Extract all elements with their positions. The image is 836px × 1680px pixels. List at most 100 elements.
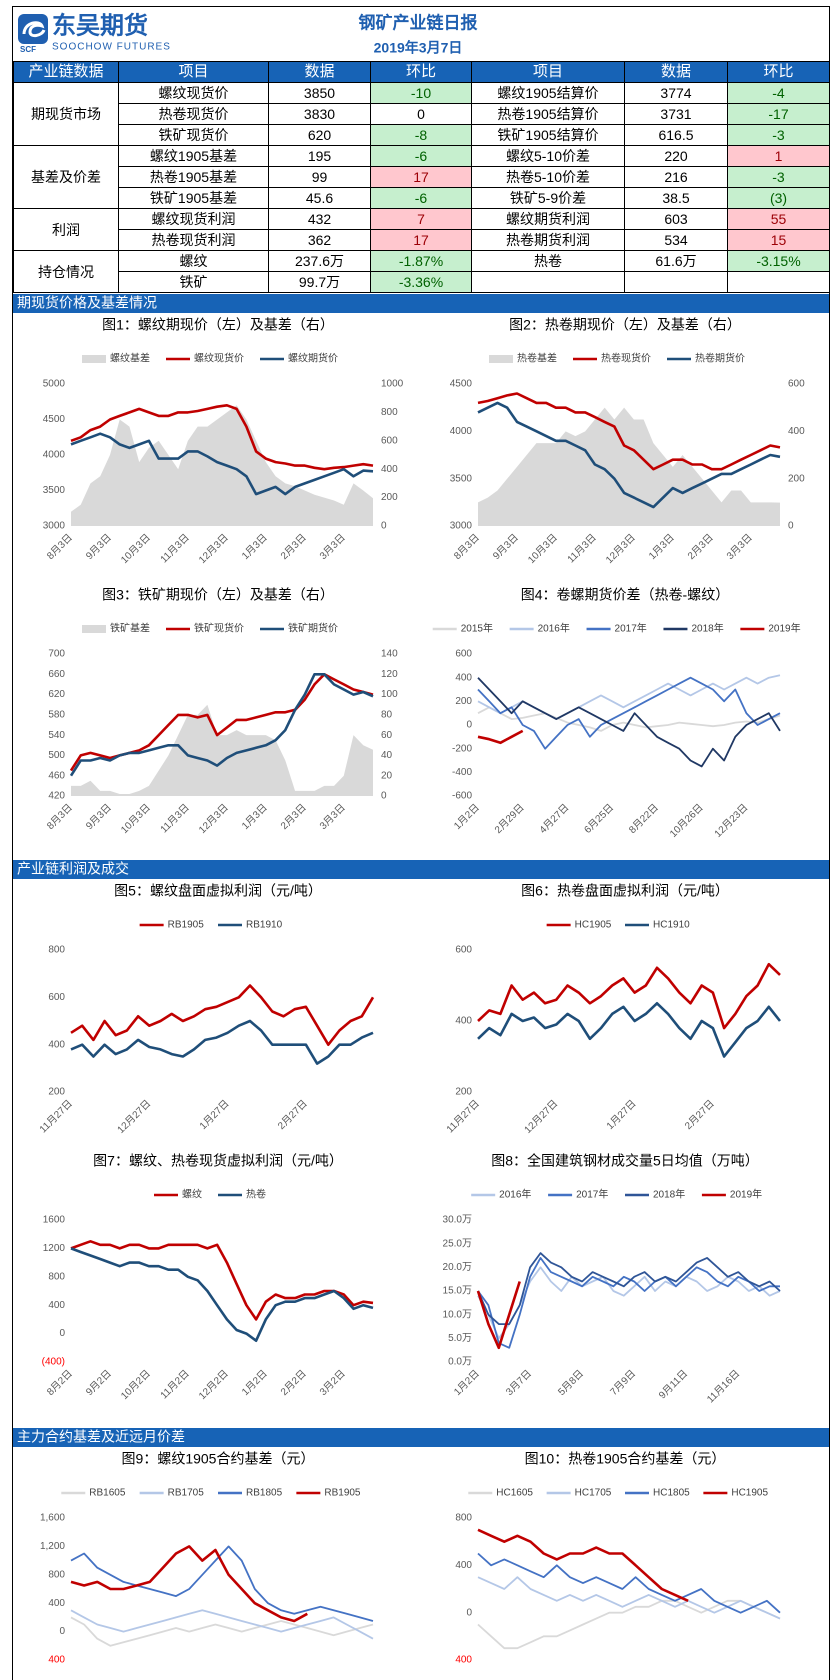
line: [477, 1599, 781, 1650]
line: [70, 1545, 374, 1622]
x-tick-label: 3月3日: [317, 532, 347, 562]
x-tick-label: 2月2日: [278, 1368, 308, 1398]
table-row: 铁矿现货价 620 -8 铁矿1905结算价 616.5 -3: [14, 124, 830, 146]
y-tick-label: 800: [48, 1271, 65, 1282]
item-cell: 热卷1905结算价: [471, 103, 625, 125]
legend-label: HC1905: [575, 920, 612, 931]
table-row: 铁矿 99.7万 -3.36%: [14, 271, 830, 293]
x-tick-label: 12月3日: [196, 802, 230, 836]
item-cell: 热卷期货利润: [471, 229, 625, 251]
header-cell: 环比: [727, 61, 830, 83]
y-tick-label: 400: [48, 1598, 65, 1609]
legend-label: 2017年: [615, 622, 647, 635]
x-tick-label: 10月2日: [118, 1368, 152, 1402]
item-cell: 铁矿现货价: [118, 124, 269, 146]
line: [69, 673, 374, 777]
line: [477, 1002, 782, 1058]
line: [70, 404, 374, 471]
legend-label: 热卷基差: [517, 352, 557, 365]
x-tick-label: 10月26日: [667, 802, 705, 840]
header-cell: 数据: [624, 61, 728, 83]
line: [477, 677, 781, 768]
legend-label: 2018年: [653, 1188, 685, 1201]
line: [476, 1281, 521, 1350]
legend-label: HC1910: [653, 920, 690, 931]
y-tick-label: 620: [48, 689, 65, 700]
value-cell: 616.5: [624, 124, 728, 146]
x-tick-label: 11月3日: [158, 802, 192, 836]
line: [477, 729, 524, 745]
item-cell: 螺纹5-10价差: [471, 145, 625, 167]
group-cell: 持仓情况: [13, 250, 119, 293]
x-tick-label: 7月9日: [608, 1368, 638, 1398]
legend-label: 2017年: [576, 1188, 608, 1201]
item-cell: 热卷5-10价差: [471, 166, 625, 188]
line: [70, 984, 375, 1046]
line: [70, 1616, 374, 1647]
y-tick-label: 5000: [43, 379, 66, 390]
x-tick-label: 11月27日: [444, 1098, 482, 1136]
change-cell: (3): [727, 187, 830, 209]
legend-label: HC1705: [575, 1488, 612, 1499]
legend-label: HC1805: [653, 1488, 690, 1499]
x-tick-label: 6月25日: [582, 802, 616, 836]
change-cell: -4: [727, 82, 830, 104]
change-cell: -1.87%: [370, 250, 472, 272]
legend-label: HC1905: [731, 1488, 768, 1499]
chart-title: 图8：全国建筑钢材成交量5日均值（万吨）: [491, 1153, 759, 1169]
legend-label: 2016年: [499, 1188, 531, 1201]
x-tick-label: 2月3日: [685, 532, 715, 562]
x-tick-label: 11月27日: [37, 1098, 75, 1136]
x-tick-label: 3月3日: [317, 802, 347, 832]
y-tick-label: 5.0万: [448, 1333, 472, 1344]
section-title: 期现货价格及基差情况: [17, 295, 157, 311]
y-tick-label: 600: [455, 649, 472, 660]
x-tick-label: 12月3日: [196, 532, 230, 566]
legend-label: 2015年: [461, 622, 493, 635]
y-tick-label: 800: [48, 945, 65, 956]
value-cell: [624, 271, 728, 293]
table-row: 期现货市场 螺纹现货价 3850 -10 螺纹1905结算价 3774 -4: [13, 82, 830, 146]
legend-label: 螺纹基差: [110, 352, 150, 365]
table-row: 热卷现货利润 362 17 热卷期货利润 534 15: [14, 229, 830, 251]
chart-title: 图7：螺纹、热卷现货虚拟利润（元/吨）: [93, 1153, 343, 1169]
x-tick-label: 1月27日: [197, 1098, 231, 1132]
legend-label: RB1605: [89, 1488, 126, 1499]
x-tick-label: 9月3日: [83, 532, 113, 562]
line: [477, 706, 781, 732]
legend-label: RB1705: [168, 1488, 205, 1499]
report-title: 钢矿产业链日报: [359, 12, 478, 32]
item-cell: [471, 271, 625, 293]
chart-title: 图5：螺纹盘面虚拟利润（元/吨）: [114, 883, 322, 899]
logo-cn: 东吴期货: [52, 11, 148, 39]
item-cell: 螺纹1905基差: [118, 145, 269, 167]
y-tick-label: 400: [48, 1039, 65, 1050]
item-cell: 热卷现货利润: [118, 229, 269, 251]
legend-label: 热卷期货价: [695, 352, 745, 365]
logo-en: SOOCHOW FUTURES: [52, 42, 171, 53]
change-cell: -10: [370, 82, 472, 104]
change-cell: 7: [370, 208, 472, 230]
line: [477, 962, 781, 1030]
y-tick-label: 400: [381, 464, 398, 475]
chart-title: 图2：热卷期现价（左）及基差（右）: [509, 317, 741, 333]
value-cell: 3731: [624, 103, 728, 125]
item-cell: 铁矿1905结算价: [471, 124, 625, 146]
value-cell: 432: [268, 208, 371, 230]
y-tick-label: 800: [455, 1513, 472, 1524]
x-tick-label: 3月2日: [317, 1368, 347, 1398]
legend-label: 2019年: [730, 1188, 762, 1201]
y-tick-label: 540: [48, 730, 65, 741]
y-tick-label: 4500: [43, 414, 66, 425]
value-cell: 99.7万: [268, 271, 371, 293]
legend-label: RB1910: [246, 920, 283, 931]
legend-label: 2016年: [538, 622, 570, 635]
value-cell: 3850: [268, 82, 371, 104]
line: [70, 432, 374, 496]
line: [477, 1552, 781, 1614]
line: [70, 1545, 308, 1623]
y-tick-label: 400: [788, 426, 805, 437]
y-tick-label: (400): [42, 1357, 65, 1368]
x-tick-label: 5月8日: [556, 1368, 586, 1398]
